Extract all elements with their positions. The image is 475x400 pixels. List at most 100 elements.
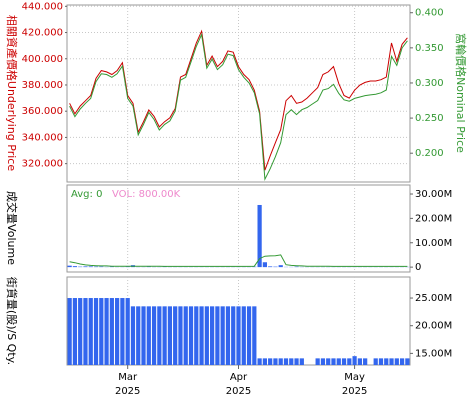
line — [69, 32, 408, 182]
bar — [183, 306, 188, 365]
bar — [405, 358, 410, 365]
bar — [67, 298, 72, 365]
bar — [130, 306, 136, 365]
y-tick-label: 0.200 — [415, 148, 444, 159]
bar — [173, 306, 178, 365]
bar — [331, 358, 336, 365]
bar — [88, 298, 93, 365]
y-tick-label: 360.000 — [22, 106, 63, 117]
y-tick-label: 0.250 — [415, 113, 444, 124]
bar — [199, 306, 204, 365]
bar — [99, 298, 104, 365]
bar — [104, 298, 109, 365]
bar — [115, 298, 120, 365]
bar — [283, 358, 289, 365]
avg-label: Avg: 0 — [71, 189, 102, 200]
x-tick-label: May 2025 — [342, 372, 367, 397]
bar — [220, 306, 225, 365]
bar — [231, 306, 236, 365]
bar — [246, 306, 252, 365]
bar — [341, 358, 347, 365]
bar — [289, 358, 294, 365]
bar — [262, 262, 267, 268]
y-tick-label: 320.000 — [22, 159, 63, 170]
bar — [67, 265, 72, 268]
bar — [141, 306, 146, 365]
y-tick-label: 10.00M — [415, 238, 452, 249]
bar — [315, 358, 320, 365]
bar — [83, 266, 88, 268]
y-axis-title: 成交量Volume — [5, 191, 19, 265]
y-tick-label: 0.300 — [415, 78, 444, 89]
bar — [336, 358, 341, 365]
bar — [268, 266, 273, 268]
line — [69, 254, 408, 267]
bar — [215, 306, 220, 365]
bar — [268, 358, 273, 365]
bar — [394, 358, 399, 365]
y-tick-label: 420.000 — [22, 28, 63, 39]
bar — [278, 265, 283, 268]
bar — [93, 298, 99, 365]
bar — [347, 358, 352, 365]
bar — [204, 306, 209, 365]
bar — [294, 358, 299, 365]
bar — [188, 306, 194, 365]
bar — [384, 358, 389, 365]
bar — [83, 298, 88, 365]
bar — [357, 358, 362, 365]
bar — [210, 306, 215, 365]
y-axis-title: 相關資產價格Underlying Price — [5, 15, 19, 171]
bar — [109, 298, 114, 365]
bar — [136, 306, 141, 365]
y-axis-title: 街貨量(股)/S Qty. — [5, 277, 19, 365]
bar — [399, 358, 405, 365]
bar — [72, 266, 78, 268]
bar — [151, 306, 157, 365]
y-tick-label: 0 — [415, 262, 421, 273]
bar — [88, 266, 93, 268]
bar — [320, 358, 326, 365]
bar — [257, 358, 262, 365]
y-tick-label: 0.350 — [415, 43, 444, 54]
bar — [72, 298, 78, 365]
bar — [178, 306, 183, 365]
bar — [78, 298, 83, 365]
bar — [194, 306, 199, 365]
bar — [157, 306, 162, 365]
bar — [257, 204, 262, 268]
bar — [125, 298, 130, 365]
bar — [378, 358, 384, 365]
y-tick-label: 20.00M — [415, 321, 452, 332]
bar — [389, 358, 394, 365]
bar — [326, 358, 331, 365]
bar — [241, 306, 246, 365]
y-tick-label: 380.000 — [22, 80, 63, 91]
y-tick-label: 15.00M — [415, 348, 452, 359]
bar — [120, 298, 125, 365]
x-tick-label: Mar 2025 — [115, 372, 140, 397]
bar — [236, 306, 241, 365]
bar — [252, 306, 257, 365]
y-tick-label: 25.00M — [415, 293, 452, 304]
bar — [299, 358, 304, 365]
bar — [146, 306, 151, 365]
bar — [262, 358, 267, 365]
y-tick-label: 340.000 — [22, 132, 63, 143]
y-tick-label: 440.000 — [22, 1, 63, 12]
y2-axis-title: 窩輪價格Nominal Price — [454, 33, 468, 153]
bar — [225, 306, 231, 365]
bar — [162, 306, 167, 365]
vol-label: VOL: 800.00K — [112, 189, 181, 200]
bar — [352, 356, 357, 365]
y-tick-label: 400.000 — [22, 54, 63, 65]
bar — [273, 358, 278, 365]
bar — [373, 358, 378, 365]
y-tick-label: 0.400 — [415, 8, 444, 19]
x-tick-label: Apr 2025 — [226, 372, 251, 397]
bar — [363, 358, 368, 365]
bar — [278, 358, 283, 365]
y-tick-label: 20.00M — [415, 213, 452, 224]
